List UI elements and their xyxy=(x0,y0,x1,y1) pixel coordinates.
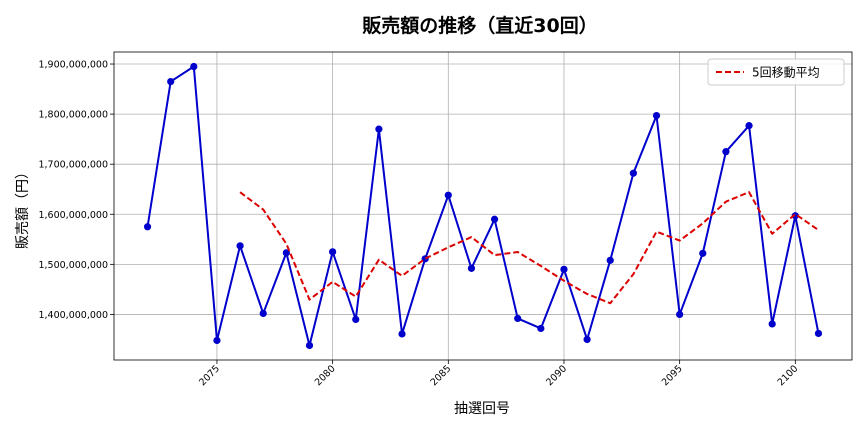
plot-frame xyxy=(113,51,853,361)
sales-data-point xyxy=(259,309,267,318)
sales-data-point xyxy=(213,336,221,345)
sales-data-point xyxy=(560,265,568,273)
sales-data-point xyxy=(606,256,614,264)
sales-data-point xyxy=(814,329,823,338)
x-tick-label: 2100 xyxy=(776,363,801,388)
sales-data-point xyxy=(791,212,799,220)
x-tick-label: 2075 xyxy=(197,363,222,388)
sales-data-point xyxy=(282,249,290,257)
y-axis-label: 販売額（円） xyxy=(15,165,31,249)
sales-data-point xyxy=(236,242,244,250)
y-tick-label: 1,800,000,000 xyxy=(38,110,108,121)
sales-data-point xyxy=(398,330,406,338)
series-layer xyxy=(143,62,823,350)
legend: 5回移動平均 xyxy=(707,58,845,86)
legend-box xyxy=(707,58,845,86)
sales-data-point xyxy=(375,125,383,133)
chart-title: 販売額の推移（直近30回） xyxy=(362,14,597,37)
sales-data-point xyxy=(745,122,753,130)
sales-data-point xyxy=(190,62,198,71)
sales-data-point xyxy=(652,112,661,120)
x-tick-label: 2095 xyxy=(660,363,685,388)
sales-data-point xyxy=(768,320,776,328)
x-tick-label: 2085 xyxy=(429,363,454,388)
moving-average-line xyxy=(239,191,820,305)
y-tick-label: 1,600,000,000 xyxy=(38,210,108,221)
x-axis-label: 抽選回号 xyxy=(454,401,510,417)
y-tick-label: 1,400,000,000 xyxy=(38,310,108,321)
sales-data-point xyxy=(676,310,684,319)
sales-data-point xyxy=(143,223,152,231)
legend-label: 5回移動平均 xyxy=(752,66,820,80)
sales-data-point xyxy=(629,169,637,177)
sales-data-point xyxy=(537,324,545,333)
y-tick-label: 1,900,000,000 xyxy=(38,60,108,71)
sales-data-point xyxy=(167,77,175,86)
sales-data-point xyxy=(305,341,314,350)
sales-data-point xyxy=(444,191,452,199)
sales-series-line xyxy=(146,65,820,347)
sales-data-point xyxy=(583,335,591,344)
sales-data-point xyxy=(490,215,499,223)
sales-data-point xyxy=(699,249,707,257)
sales-data-point xyxy=(722,148,730,156)
x-tick-label: 2090 xyxy=(544,363,569,388)
x-tick-label: 2080 xyxy=(313,363,338,388)
y-axis-ticks: 1,400,000,000 1,500,000,000 1,600,000,000 1… xyxy=(38,60,114,321)
y-tick-label: 1,500,000,000 xyxy=(38,260,108,271)
sales-data-point xyxy=(467,264,476,272)
y-tick-label: 1,700,000,000 xyxy=(38,160,108,171)
x-axis-ticks: 2075 2080 2085 2090 2095 2100 xyxy=(197,360,800,388)
grid xyxy=(114,52,852,360)
sales-data-point xyxy=(514,314,522,323)
sales-data-point xyxy=(329,248,337,256)
sales-data-point xyxy=(352,315,360,324)
